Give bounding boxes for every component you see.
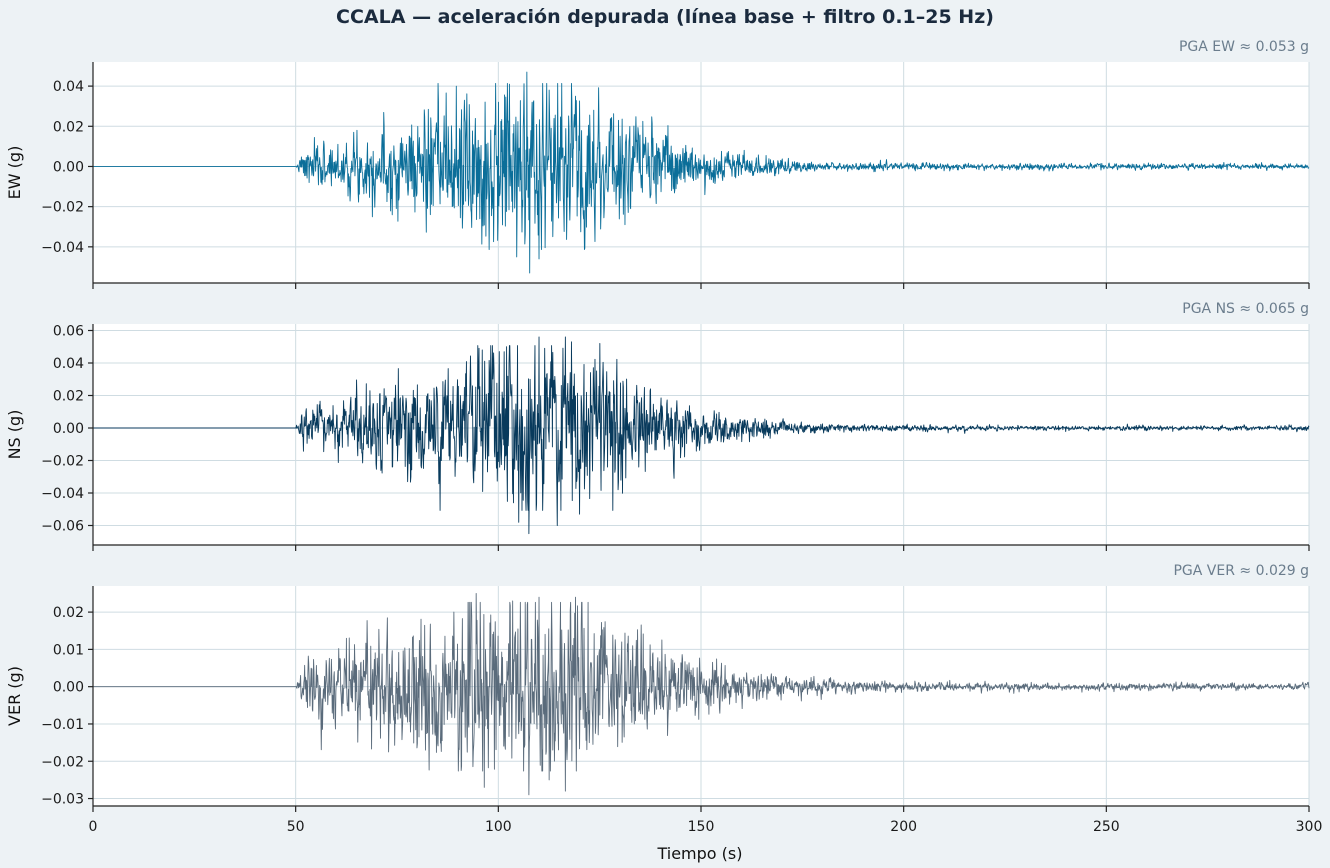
pga-label-ver: PGA VER ≈ 0.029 g	[1173, 563, 1309, 579]
y-tick-label: −0.04	[41, 240, 84, 256]
x-tick-label: 250	[1093, 819, 1120, 835]
pga-label-ns: PGA NS ≈ 0.065 g	[1182, 301, 1309, 317]
y-tick-label: 0.02	[53, 119, 84, 135]
x-tick-label: 100	[485, 819, 512, 835]
y-tick-label: 0.01	[53, 642, 84, 658]
panel-ns: −0.06 −0.04 −0.02 0.00 0.02 0.04 0.06 NS (g) PGA…	[5, 301, 1310, 551]
panel-ver: −0.03 −0.02 −0.01 0.00 0.01 0.02 0 50 100 150 200 2…	[5, 563, 1322, 835]
x-tick-label: 150	[688, 819, 715, 835]
y-tick-label: 0.04	[53, 79, 84, 95]
panels-group: −0.04 −0.02 0.00 0.02 0.04 EW (g) PGA EW ≈ 0.0…	[5, 39, 1322, 835]
y-tick-label: −0.04	[41, 486, 84, 502]
y-tick-label: 0.00	[53, 159, 84, 175]
series-ns-line	[92, 336, 1310, 535]
y-tick-label: 0.02	[53, 389, 84, 405]
y-tick-label: 0.00	[53, 680, 84, 696]
x-tick-label: 200	[890, 819, 917, 835]
y-axis-label-ew: EW (g)	[5, 146, 24, 200]
x-axis-label: Tiempo (s)	[656, 844, 742, 863]
chart-title: CCALA — aceleración depurada (línea base…	[336, 6, 994, 28]
y-tick-label: 0.02	[53, 605, 84, 621]
series-ver-line	[92, 593, 1310, 796]
x-tick-label: 0	[89, 819, 98, 835]
y-tick-label: −0.01	[41, 717, 84, 733]
y-tick-label: −0.02	[41, 454, 84, 470]
y-tick-label: −0.02	[41, 200, 84, 216]
y-axis-label-ns: NS (g)	[5, 410, 24, 460]
y-tick-label: 0.06	[53, 324, 84, 340]
y-tick-label: −0.02	[41, 754, 84, 770]
x-tick-label: 50	[287, 819, 305, 835]
series-ew-line	[92, 71, 1310, 274]
y-tick-label: −0.03	[41, 792, 84, 808]
pga-label-ew: PGA EW ≈ 0.053 g	[1179, 39, 1309, 55]
y-tick-label: 0.04	[53, 356, 84, 372]
panel-ew: −0.04 −0.02 0.00 0.02 0.04 EW (g) PGA EW ≈ 0.0…	[5, 39, 1310, 289]
y-axis-label-ver: VER (g)	[5, 666, 24, 726]
x-tick-label: 300	[1296, 819, 1323, 835]
y-tick-label: −0.06	[41, 519, 84, 535]
y-tick-label: 0.00	[53, 421, 84, 437]
